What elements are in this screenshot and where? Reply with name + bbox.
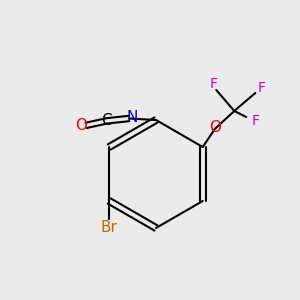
Text: O: O [209, 120, 221, 135]
Text: N: N [127, 110, 138, 124]
Text: C: C [101, 113, 112, 128]
Text: Br: Br [101, 220, 118, 236]
Text: O: O [75, 118, 87, 133]
Text: F: F [209, 77, 217, 91]
Text: F: F [251, 115, 259, 128]
Text: F: F [257, 82, 265, 95]
